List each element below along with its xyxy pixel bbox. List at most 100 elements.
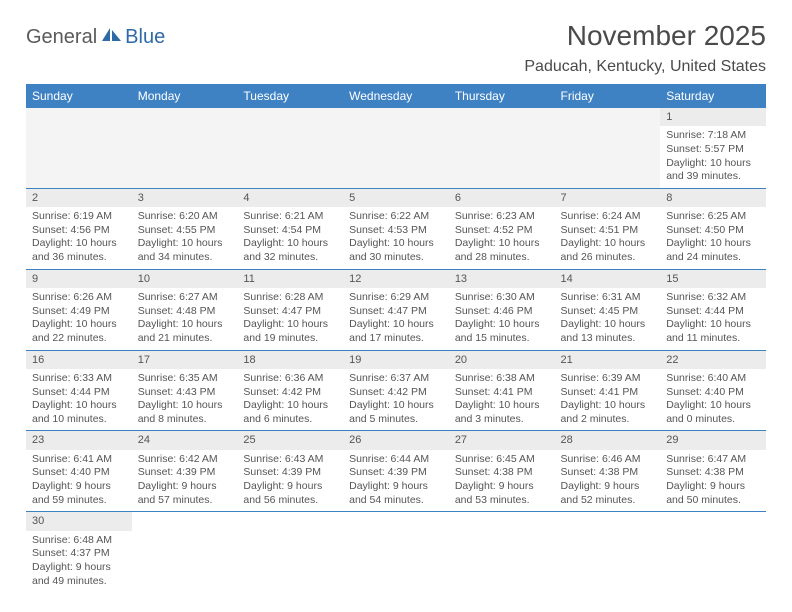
day-cell: 1Sunrise: 7:18 AMSunset: 5:57 PMDaylight… <box>660 108 766 188</box>
day-number: 15 <box>660 270 766 288</box>
day-number: 20 <box>449 351 555 369</box>
empty-cell <box>343 108 449 188</box>
sunrise-text: Sunrise: 6:29 AM <box>349 291 443 305</box>
logo-text-general: General <box>26 26 97 49</box>
sunrise-text: Sunrise: 6:42 AM <box>138 453 232 467</box>
sunset-text: Sunset: 4:47 PM <box>243 305 337 319</box>
sunrise-text: Sunrise: 6:46 AM <box>561 453 655 467</box>
daylight-text: Daylight: 10 hours <box>349 237 443 251</box>
sunset-text: Sunset: 4:37 PM <box>32 547 126 561</box>
day-body: Sunrise: 6:47 AMSunset: 4:38 PMDaylight:… <box>660 450 766 512</box>
day-cell: 3Sunrise: 6:20 AMSunset: 4:55 PMDaylight… <box>132 188 238 269</box>
empty-cell <box>449 108 555 188</box>
daylight-text: Daylight: 9 hours <box>666 480 760 494</box>
header: General Blue November 2025 Paducah, Kent… <box>26 20 766 76</box>
daylight-text: and 17 minutes. <box>349 332 443 346</box>
sunset-text: Sunset: 4:40 PM <box>32 466 126 480</box>
empty-cell <box>555 512 661 592</box>
calendar-table: Sunday Monday Tuesday Wednesday Thursday… <box>26 84 766 592</box>
daylight-text: and 36 minutes. <box>32 251 126 265</box>
calendar-body: 1Sunrise: 7:18 AMSunset: 5:57 PMDaylight… <box>26 108 766 592</box>
sunset-text: Sunset: 4:52 PM <box>455 224 549 238</box>
weekday-header-row: Sunday Monday Tuesday Wednesday Thursday… <box>26 84 766 108</box>
sunrise-text: Sunrise: 6:47 AM <box>666 453 760 467</box>
calendar-row: 23Sunrise: 6:41 AMSunset: 4:40 PMDayligh… <box>26 431 766 512</box>
day-body: Sunrise: 6:27 AMSunset: 4:48 PMDaylight:… <box>132 288 238 350</box>
day-body: Sunrise: 6:35 AMSunset: 4:43 PMDaylight:… <box>132 369 238 431</box>
sunrise-text: Sunrise: 6:31 AM <box>561 291 655 305</box>
sunrise-text: Sunrise: 6:27 AM <box>138 291 232 305</box>
day-body: Sunrise: 6:32 AMSunset: 4:44 PMDaylight:… <box>660 288 766 350</box>
sunset-text: Sunset: 4:38 PM <box>455 466 549 480</box>
daylight-text: Daylight: 10 hours <box>138 318 232 332</box>
sunrise-text: Sunrise: 6:25 AM <box>666 210 760 224</box>
day-body: Sunrise: 6:22 AMSunset: 4:53 PMDaylight:… <box>343 207 449 269</box>
day-body: Sunrise: 6:45 AMSunset: 4:38 PMDaylight:… <box>449 450 555 512</box>
sunset-text: Sunset: 4:41 PM <box>561 386 655 400</box>
day-cell: 28Sunrise: 6:46 AMSunset: 4:38 PMDayligh… <box>555 431 661 512</box>
daylight-text: and 22 minutes. <box>32 332 126 346</box>
daylight-text: Daylight: 10 hours <box>243 318 337 332</box>
daylight-text: and 59 minutes. <box>32 494 126 508</box>
daylight-text: and 28 minutes. <box>455 251 549 265</box>
day-number: 26 <box>343 431 449 449</box>
daylight-text: and 26 minutes. <box>561 251 655 265</box>
day-number: 10 <box>132 270 238 288</box>
daylight-text: and 50 minutes. <box>666 494 760 508</box>
day-body: Sunrise: 6:20 AMSunset: 4:55 PMDaylight:… <box>132 207 238 269</box>
day-number: 1 <box>660 108 766 126</box>
daylight-text: Daylight: 10 hours <box>349 399 443 413</box>
day-body: Sunrise: 6:44 AMSunset: 4:39 PMDaylight:… <box>343 450 449 512</box>
daylight-text: Daylight: 9 hours <box>349 480 443 494</box>
sunrise-text: Sunrise: 6:23 AM <box>455 210 549 224</box>
daylight-text: and 39 minutes. <box>666 170 760 184</box>
sunset-text: Sunset: 4:56 PM <box>32 224 126 238</box>
daylight-text: Daylight: 9 hours <box>138 480 232 494</box>
daylight-text: and 56 minutes. <box>243 494 337 508</box>
day-cell: 2Sunrise: 6:19 AMSunset: 4:56 PMDaylight… <box>26 188 132 269</box>
daylight-text: and 13 minutes. <box>561 332 655 346</box>
day-cell: 16Sunrise: 6:33 AMSunset: 4:44 PMDayligh… <box>26 350 132 431</box>
day-body: Sunrise: 6:37 AMSunset: 4:42 PMDaylight:… <box>343 369 449 431</box>
calendar-row: 2Sunrise: 6:19 AMSunset: 4:56 PMDaylight… <box>26 188 766 269</box>
daylight-text: and 19 minutes. <box>243 332 337 346</box>
sunset-text: Sunset: 4:53 PM <box>349 224 443 238</box>
daylight-text: and 11 minutes. <box>666 332 760 346</box>
day-body: Sunrise: 6:41 AMSunset: 4:40 PMDaylight:… <box>26 450 132 512</box>
day-number: 23 <box>26 431 132 449</box>
sunrise-text: Sunrise: 7:18 AM <box>666 129 760 143</box>
weekday-header: Saturday <box>660 84 766 108</box>
daylight-text: Daylight: 9 hours <box>243 480 337 494</box>
day-number: 24 <box>132 431 238 449</box>
sunset-text: Sunset: 4:54 PM <box>243 224 337 238</box>
daylight-text: Daylight: 10 hours <box>561 318 655 332</box>
day-number: 5 <box>343 189 449 207</box>
day-cell: 15Sunrise: 6:32 AMSunset: 4:44 PMDayligh… <box>660 269 766 350</box>
day-body: Sunrise: 6:40 AMSunset: 4:40 PMDaylight:… <box>660 369 766 431</box>
sunrise-text: Sunrise: 6:24 AM <box>561 210 655 224</box>
day-body: Sunrise: 6:31 AMSunset: 4:45 PMDaylight:… <box>555 288 661 350</box>
daylight-text: and 49 minutes. <box>32 575 126 589</box>
daylight-text: Daylight: 10 hours <box>349 318 443 332</box>
month-title: November 2025 <box>524 20 766 52</box>
sunset-text: Sunset: 4:45 PM <box>561 305 655 319</box>
day-number: 6 <box>449 189 555 207</box>
day-cell: 14Sunrise: 6:31 AMSunset: 4:45 PMDayligh… <box>555 269 661 350</box>
sunset-text: Sunset: 4:46 PM <box>455 305 549 319</box>
calendar-row: 16Sunrise: 6:33 AMSunset: 4:44 PMDayligh… <box>26 350 766 431</box>
day-cell: 9Sunrise: 6:26 AMSunset: 4:49 PMDaylight… <box>26 269 132 350</box>
title-block: November 2025 Paducah, Kentucky, United … <box>524 20 766 76</box>
daylight-text: and 0 minutes. <box>666 413 760 427</box>
day-body: Sunrise: 6:24 AMSunset: 4:51 PMDaylight:… <box>555 207 661 269</box>
sunset-text: Sunset: 4:55 PM <box>138 224 232 238</box>
daylight-text: and 10 minutes. <box>32 413 126 427</box>
sunrise-text: Sunrise: 6:45 AM <box>455 453 549 467</box>
weekday-header: Friday <box>555 84 661 108</box>
empty-cell <box>26 108 132 188</box>
day-cell: 8Sunrise: 6:25 AMSunset: 4:50 PMDaylight… <box>660 188 766 269</box>
sunrise-text: Sunrise: 6:26 AM <box>32 291 126 305</box>
daylight-text: and 8 minutes. <box>138 413 232 427</box>
sunset-text: Sunset: 4:49 PM <box>32 305 126 319</box>
day-cell: 5Sunrise: 6:22 AMSunset: 4:53 PMDaylight… <box>343 188 449 269</box>
daylight-text: and 15 minutes. <box>455 332 549 346</box>
